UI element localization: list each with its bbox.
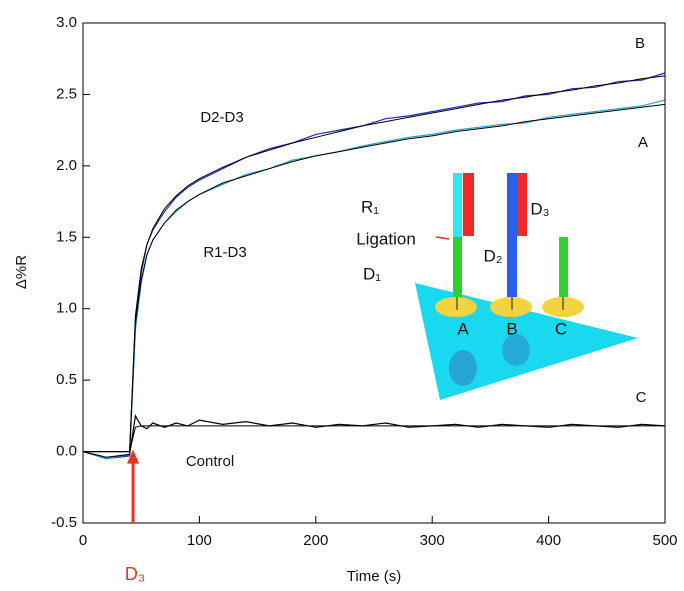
series-line xyxy=(83,103,666,453)
inset-diagram xyxy=(415,173,638,400)
x-tick-label: 100 xyxy=(187,532,212,549)
series-line xyxy=(83,425,665,453)
series-line xyxy=(83,75,666,453)
series-line xyxy=(82,414,666,458)
diagram-label: A xyxy=(457,319,469,338)
strand xyxy=(453,173,462,237)
diagram-label: B xyxy=(506,319,517,338)
y-axis-label: Δ%R xyxy=(13,255,30,289)
annotation: D2-D3 xyxy=(200,109,243,126)
annotation: C xyxy=(636,389,647,406)
arrow-label: D₃ xyxy=(125,564,145,584)
y-tick-label: 0.5 xyxy=(56,371,77,388)
x-tick-label: 200 xyxy=(303,532,328,549)
x-tick-label: 500 xyxy=(652,532,677,549)
pad xyxy=(490,297,532,317)
pointer xyxy=(435,236,450,240)
x-tick-label: 300 xyxy=(420,532,445,549)
strand xyxy=(463,173,474,236)
y-tick-label: 2.5 xyxy=(56,85,77,102)
y-tick-label: 1.5 xyxy=(56,228,77,245)
spot xyxy=(502,334,530,366)
plot-frame xyxy=(82,22,666,524)
spot xyxy=(449,350,477,386)
diagram-label: C xyxy=(555,319,567,338)
x-tick-label: 400 xyxy=(536,532,561,549)
annotation: R1-D3 xyxy=(203,244,246,261)
diagram-label: D₁ xyxy=(363,264,381,283)
y-tick-label: 1.0 xyxy=(56,300,77,317)
diagram-label: D₃ xyxy=(530,199,549,218)
strand xyxy=(507,173,517,297)
y-tick-label: 3.0 xyxy=(56,14,77,31)
arrow-head xyxy=(127,449,140,464)
y-tick-label: 0.0 xyxy=(56,443,77,460)
annotation: B xyxy=(635,35,645,52)
y-tick-label: -0.5 xyxy=(51,514,77,531)
y-tick-label: 2.0 xyxy=(56,157,77,174)
diagram-label: Ligation xyxy=(356,229,416,248)
diagram-label: D₂ xyxy=(484,246,503,265)
annotation: Control xyxy=(186,453,234,470)
x-axis-label: Time (s) xyxy=(347,568,401,585)
diagram-label: R₁ xyxy=(361,197,379,216)
x-tick-label: 0 xyxy=(79,532,87,549)
annotation: A xyxy=(638,134,648,151)
strand xyxy=(517,173,527,236)
pad xyxy=(435,297,477,317)
strand xyxy=(559,237,568,297)
strand xyxy=(453,237,462,297)
